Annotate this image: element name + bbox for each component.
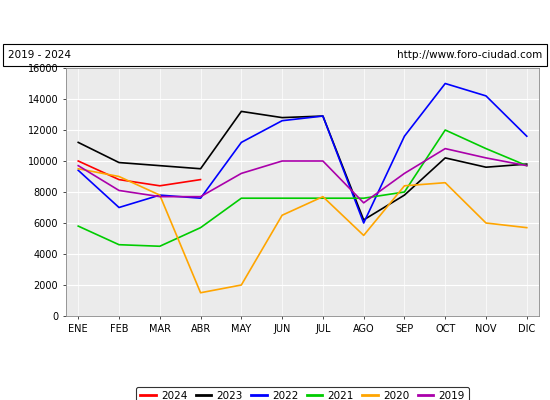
Text: http://www.foro-ciudad.com: http://www.foro-ciudad.com (397, 50, 542, 60)
FancyBboxPatch shape (3, 44, 547, 66)
Legend: 2024, 2023, 2022, 2021, 2020, 2019: 2024, 2023, 2022, 2021, 2020, 2019 (136, 387, 469, 400)
Text: Evolucion Nº Turistas Nacionales en el municipio de Boadilla del Monte: Evolucion Nº Turistas Nacionales en el m… (40, 16, 510, 28)
Text: 2019 - 2024: 2019 - 2024 (8, 50, 71, 60)
